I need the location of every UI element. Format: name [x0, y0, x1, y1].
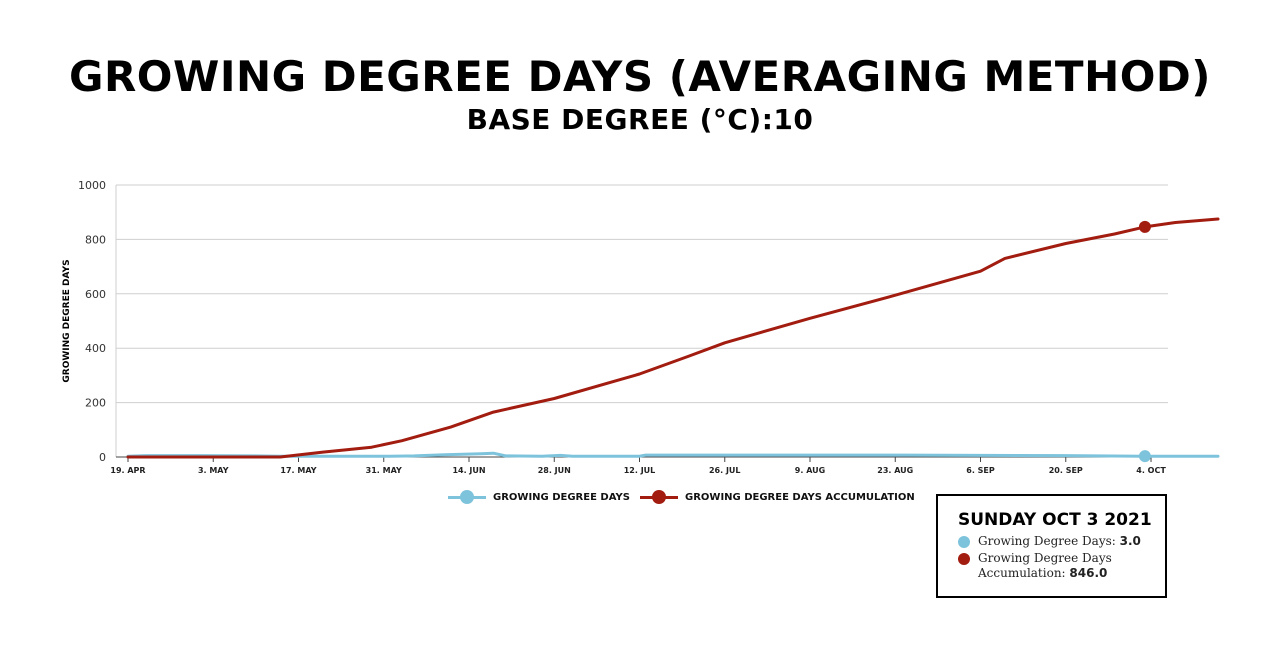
x-tick-label-9: 23. AUG: [877, 466, 913, 475]
legend-dot-accumulation: [652, 490, 666, 504]
x-tick-label-7: 26. JUL: [709, 466, 741, 475]
y-tick-label-0: 0: [99, 451, 106, 464]
tooltip-value-gdd: 3.0: [1119, 534, 1141, 548]
tooltip-text-accumulation: Growing Degree Days Accumulation: 846.0: [978, 551, 1112, 581]
tooltip-label-accumulation-1: Growing Degree Days: [978, 551, 1112, 565]
x-tick-label-0: 19. APR: [110, 466, 145, 475]
series-marker-accumulation: [1138, 220, 1151, 233]
y-tick-label-1000: 1000: [78, 179, 106, 192]
x-tick-label-3: 31. MAY: [366, 466, 402, 475]
x-tick-label-1: 3. MAY: [198, 466, 229, 475]
tooltip-row-gdd: Growing Degree Days: 3.0: [958, 534, 1155, 549]
x-tick-label-5: 28. JUN: [538, 466, 571, 475]
legend-label-accumulation: GROWING DEGREE DAYS ACCUMULATION: [685, 491, 915, 503]
series-line-accumulation: [126, 217, 1220, 459]
tooltip: SUNDAY OCT 3 2021 Growing Degree Days: 3…: [936, 494, 1167, 598]
legend-dot-gdd: [460, 490, 474, 504]
legend-item-accumulation[interactable]: GROWING DEGREE DAYS ACCUMULATION: [640, 490, 915, 504]
y-tick-label-600: 600: [85, 288, 106, 301]
tooltip-dot-accumulation: [958, 553, 970, 565]
tooltip-text-gdd: Growing Degree Days: 3.0: [978, 534, 1141, 549]
x-tick-label-8: 9. AUG: [795, 466, 825, 475]
tooltip-dot-gdd: [958, 536, 970, 548]
y-axis-title: GROWING DEGREE DAYS: [62, 259, 72, 382]
legend-item-gdd[interactable]: GROWING DEGREE DAYS: [448, 490, 630, 504]
tooltip-label-accumulation-2: Accumulation:: [978, 566, 1070, 580]
y-tick-label-200: 200: [85, 397, 106, 410]
legend-swatch-accumulation: [640, 490, 678, 504]
x-tick-label-4: 14. JUN: [452, 466, 485, 475]
y-tick-label-800: 800: [85, 233, 106, 246]
tooltip-date: SUNDAY OCT 3 2021: [958, 510, 1152, 530]
chart-title: GROWING DEGREE DAYS (AVERAGING METHOD): [68, 52, 1211, 101]
y-tick-label-400: 400: [85, 342, 106, 355]
x-tick-label-11: 20. SEP: [1049, 466, 1083, 475]
x-tick-label-10: 6. SEP: [966, 466, 995, 475]
legend-label-gdd: GROWING DEGREE DAYS: [493, 491, 630, 503]
x-tick-label-12: 4. OCT: [1136, 466, 1166, 475]
tooltip-value-accumulation: 846.0: [1069, 566, 1108, 580]
chart-subtitle: BASE DEGREE (°C):10: [466, 103, 814, 136]
tooltip-row-accumulation: Growing Degree Days Accumulation: 846.0: [958, 551, 1155, 581]
series-marker-gdd: [1138, 450, 1151, 463]
tooltip-label-gdd: Growing Degree Days:: [978, 534, 1120, 548]
legend-swatch-gdd: [448, 490, 486, 504]
x-tick-label-6: 12. JUL: [624, 466, 656, 475]
x-tick-label-2: 17. MAY: [280, 466, 316, 475]
